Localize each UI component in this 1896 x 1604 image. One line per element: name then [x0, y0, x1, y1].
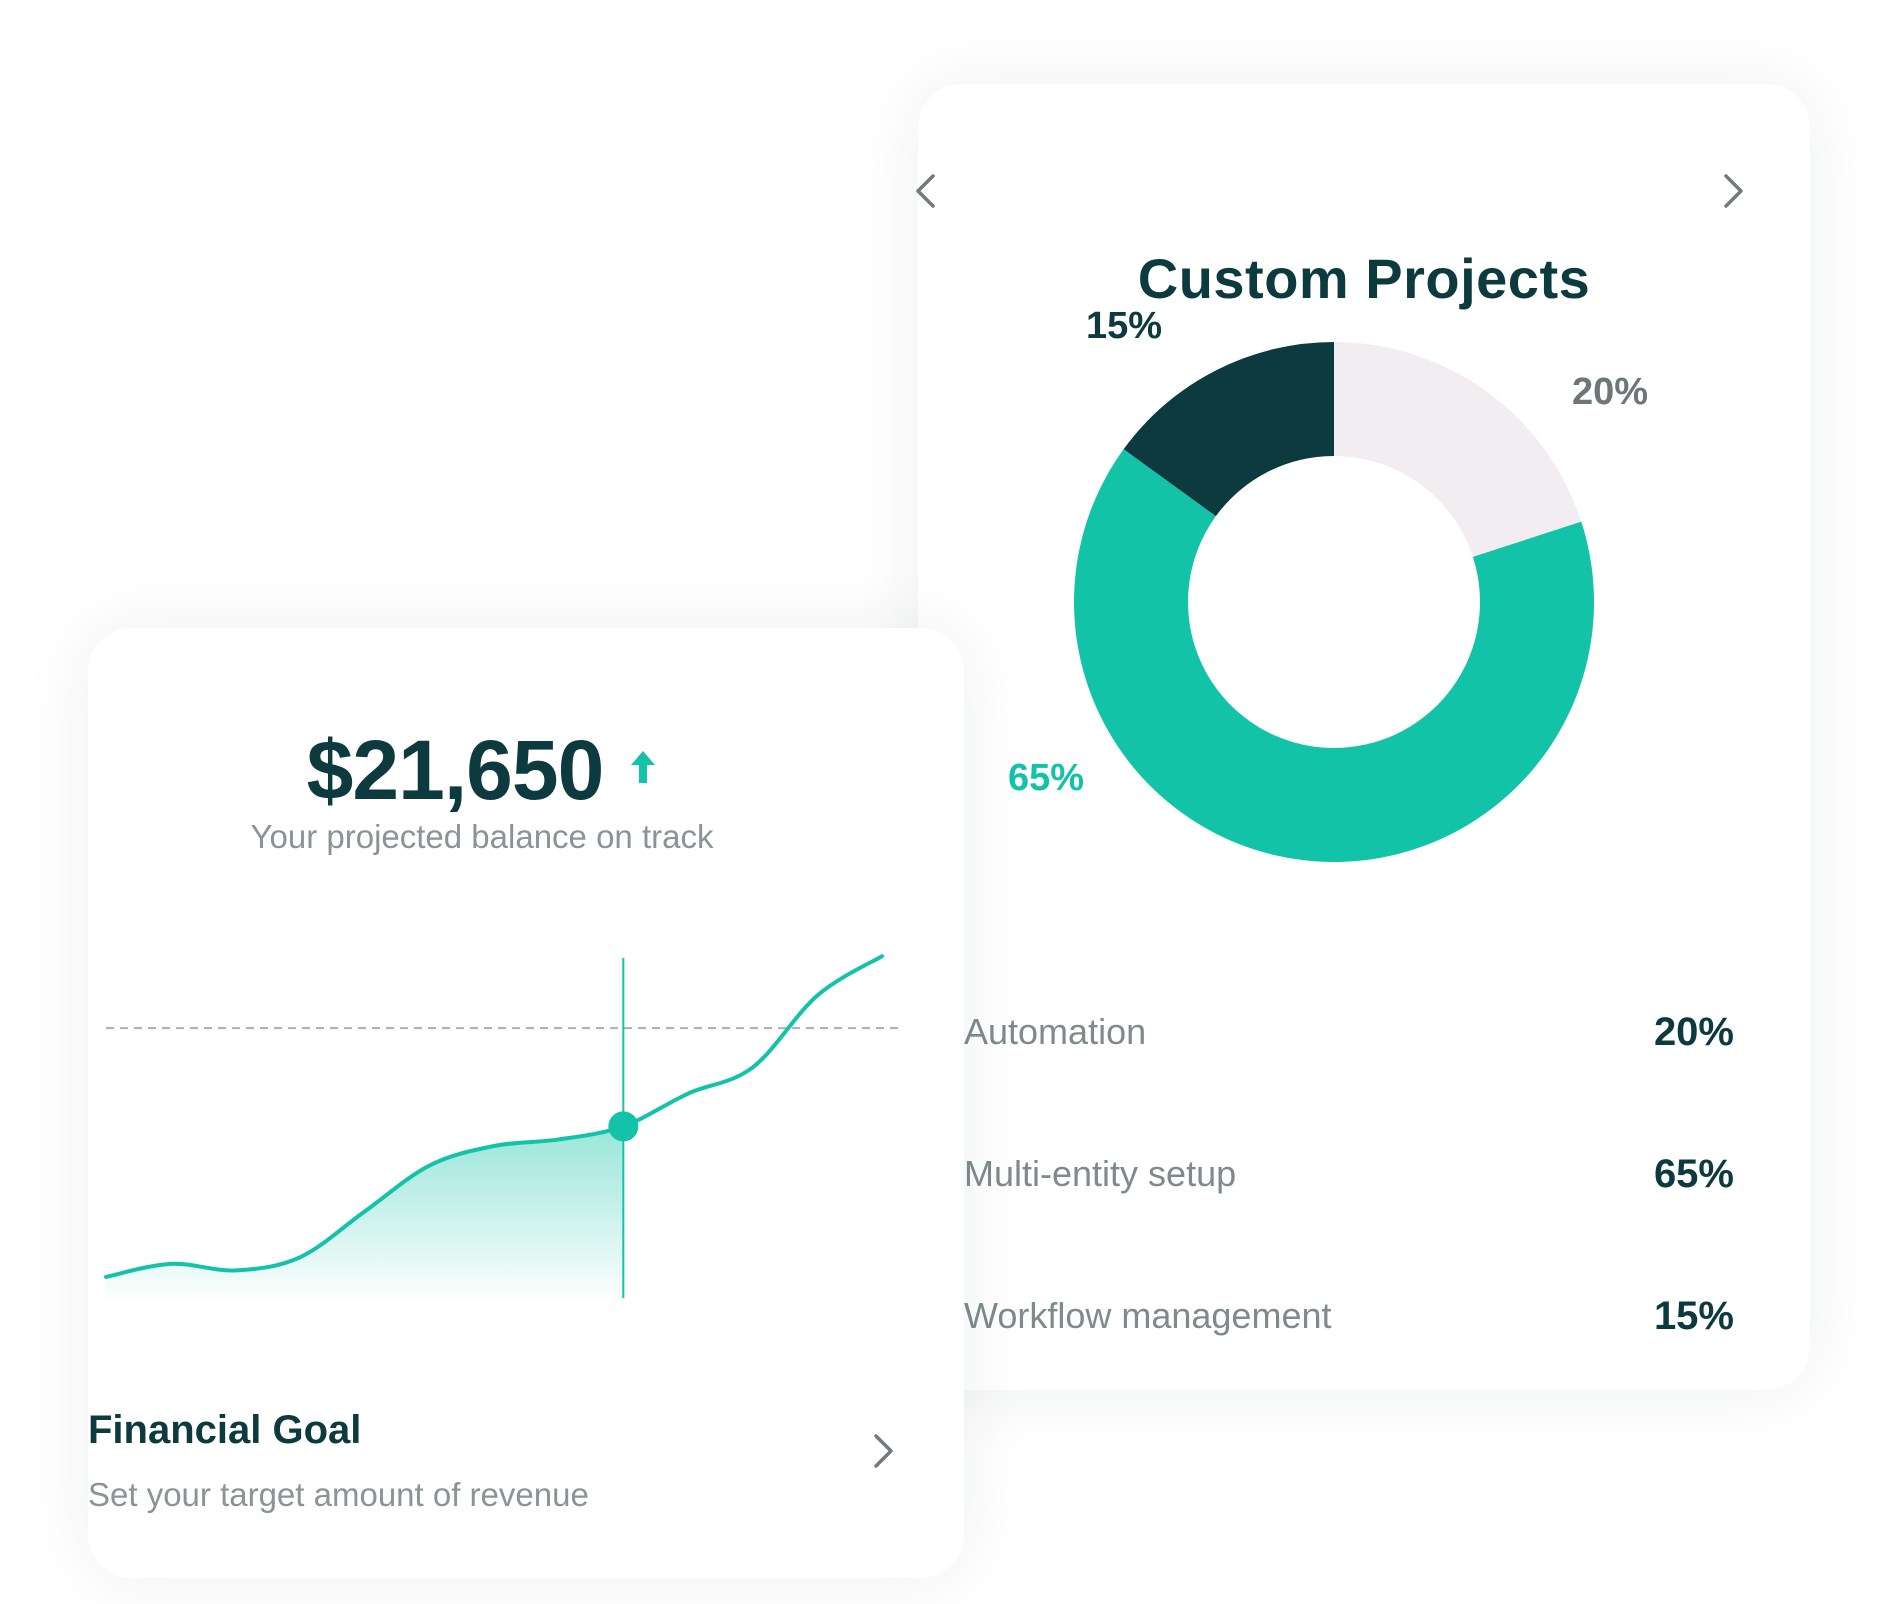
- chevron-right-icon[interactable]: [1708, 166, 1758, 216]
- legend-label: Workflow management: [964, 1295, 1332, 1336]
- chevron-left-icon[interactable]: [901, 166, 951, 216]
- custom-projects-title: Custom Projects: [1137, 247, 1591, 310]
- financial-goal-subtitle: Set your target amount of revenue: [88, 1476, 589, 1513]
- chevron-right-icon[interactable]: [858, 1426, 908, 1476]
- legend-value: 20%: [1653, 1010, 1734, 1054]
- up-arrow-icon: [629, 749, 657, 785]
- projected-balance: $21,650: [88, 722, 876, 819]
- legend-label: Automation: [964, 1011, 1147, 1052]
- financial-goal-title: Financial Goal: [88, 1408, 362, 1452]
- legend-row-workflow-management: Workflow management 15%: [964, 1286, 1734, 1346]
- legend-value: 15%: [1653, 1294, 1734, 1338]
- balance-amount: $21,650: [306, 723, 605, 817]
- balance-caption: Your projected balance on track: [250, 818, 714, 855]
- legend-value: 65%: [1653, 1152, 1734, 1196]
- legend-label: Multi-entity setup: [964, 1153, 1237, 1194]
- legend-row-automation: Automation 20%: [964, 1002, 1734, 1062]
- legend-row-multi-entity-setup: Multi-entity setup 65%: [964, 1144, 1734, 1204]
